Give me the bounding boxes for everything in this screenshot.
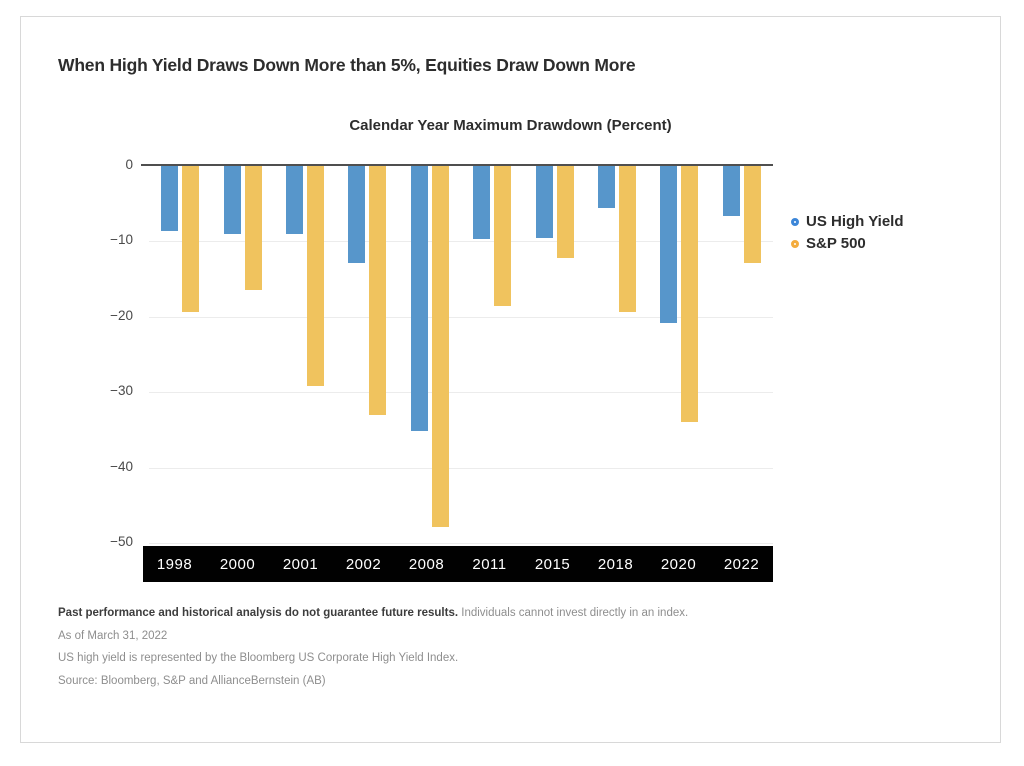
bar-s-p-500-2018 — [618, 166, 636, 313]
page-title: When High Yield Draws Down More than 5%,… — [58, 55, 636, 75]
gridline-30 — [149, 392, 773, 394]
bar-s-p-500-1998 — [182, 166, 200, 312]
legend-item-s-p-500: S&P 500 — [791, 235, 904, 252]
footnote-as-of-date: As of March 31, 2022 — [58, 629, 168, 642]
bar-s-p-500-2022 — [743, 166, 761, 263]
bar-group-2002 — [336, 166, 398, 543]
x-axis-label-2011: 2011 — [472, 555, 507, 573]
y-tick-label-50: −50 — [110, 534, 133, 549]
plot-area — [141, 164, 773, 544]
gridline-40 — [149, 467, 773, 469]
footnote-source: Source: Bloomberg, S&P and AllianceBerns… — [58, 674, 326, 687]
gridline-20 — [149, 316, 773, 318]
y-tick-label-10: −10 — [110, 232, 133, 248]
bar-s-p-500-2000 — [244, 166, 262, 291]
legend-label: S&P 500 — [806, 235, 866, 252]
legend-ring-icon — [791, 239, 799, 248]
footnotes: Past performance and historical analysis… — [58, 607, 688, 697]
bar-s-p-500-2001 — [306, 166, 324, 387]
legend: US High Yield S&P 500 — [791, 213, 904, 257]
x-axis-label-2001: 2001 — [282, 555, 319, 573]
bar-us-high-yield-2018 — [597, 166, 615, 209]
y-tick-label-0: 0 — [125, 157, 133, 172]
bar-s-p-500-2015 — [556, 166, 574, 258]
bar-group-2000 — [211, 166, 273, 543]
bar-group-2015 — [523, 166, 585, 543]
bar-us-high-yield-2022 — [722, 166, 740, 216]
chart-card: When High Yield Draws Down More than 5%,… — [20, 16, 1001, 743]
bar-s-p-500-2011 — [494, 166, 512, 307]
y-tick-label-30: −30 — [110, 383, 133, 399]
bar-us-high-yield-2001 — [285, 166, 303, 234]
legend-ring-icon — [791, 217, 799, 226]
chart-title: Calendar Year Maximum Drawdown (Percent) — [349, 117, 672, 134]
bar-us-high-yield-2011 — [473, 166, 491, 240]
legend-label: US High Yield — [806, 213, 904, 230]
x-axis-label-2018: 2018 — [597, 555, 634, 573]
gridline-10 — [149, 241, 773, 243]
footnote-disclaimer: Past performance and historical analysis… — [58, 607, 688, 619]
bar-group-1998 — [149, 166, 211, 543]
x-axis-label-2002: 2002 — [345, 555, 382, 573]
x-axis-label-2008: 2008 — [408, 555, 445, 573]
bar-s-p-500-2002 — [369, 166, 387, 415]
bar-group-2022 — [711, 166, 773, 543]
x-axis-band: 1998 2000 2001 2002 2008 2011 2015 2018 2020 2022 — [143, 546, 773, 582]
x-axis-label-2000: 2000 — [219, 555, 256, 573]
bar-us-high-yield-2015 — [535, 166, 553, 239]
footnote-disclaimer-bold: Past performance and historical analysis… — [58, 607, 459, 619]
y-tick-label-40: −40 — [110, 458, 133, 474]
bar-us-high-yield-1998 — [161, 166, 179, 231]
bar-us-high-yield-2000 — [223, 166, 241, 234]
bar-s-p-500-2008 — [431, 166, 449, 528]
bar-group-2020 — [648, 166, 710, 543]
bar-us-high-yield-2008 — [410, 166, 428, 431]
x-axis-label-1998: 1998 — [156, 555, 193, 573]
footnote-index-definition: US high yield is represented by the Bloo… — [58, 652, 459, 664]
bar-s-p-500-2020 — [681, 166, 699, 422]
bar-us-high-yield-2002 — [348, 166, 366, 264]
legend-item-us-high-yield: US High Yield — [791, 213, 904, 230]
y-tick-label-20: −20 — [110, 307, 133, 323]
gridline-50 — [149, 543, 773, 544]
zero-axis-line — [141, 164, 773, 166]
footnote-disclaimer-regular: Individuals cannot invest directly in an… — [458, 607, 689, 619]
x-axis-label-2022: 2022 — [723, 555, 760, 573]
x-axis-label-2020: 2020 — [660, 555, 697, 573]
x-axis-label-2015: 2015 — [534, 555, 571, 573]
bar-group-2018 — [586, 166, 648, 543]
bar-us-high-yield-2020 — [660, 166, 678, 323]
bar-group-2008 — [399, 166, 461, 543]
bar-group-2011 — [461, 166, 523, 543]
bar-group-2001 — [274, 166, 336, 543]
